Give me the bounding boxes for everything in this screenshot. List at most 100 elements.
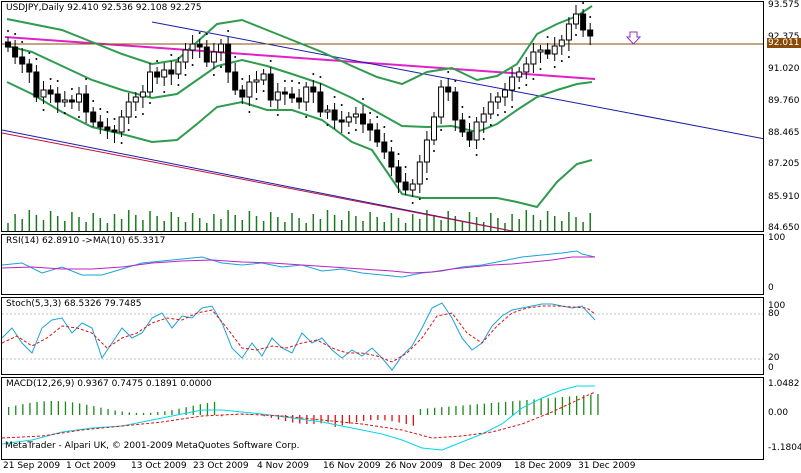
sar-dot <box>28 52 31 54</box>
sar-dot <box>170 54 173 56</box>
candle-body <box>33 71 40 98</box>
rsi-line <box>2 250 596 278</box>
candle-body <box>26 63 33 73</box>
sar-dot <box>347 132 350 134</box>
macd-hist-bar <box>561 397 564 415</box>
stoch-title: Stoch(5,3,3) 68.5326 79.7485 <box>6 299 142 309</box>
stoch-level: 100 <box>768 301 786 311</box>
macd-hist-bar <box>412 415 414 426</box>
sar-dot <box>362 98 364 100</box>
candle-body <box>68 99 75 103</box>
macd-pane[interactable]: MACD(12,26,9) 0.9367 0.7475 0.1891 0.000… <box>1 377 764 460</box>
price-chart-svg <box>2 2 764 232</box>
macd-hist-bar <box>114 410 116 415</box>
sar-dot <box>390 140 393 142</box>
sar-dot <box>482 138 485 140</box>
sar-dot <box>589 16 592 18</box>
candle-body <box>423 139 430 163</box>
candle-body <box>274 91 281 101</box>
rsi-pane[interactable]: RSI(14) 62.8910 ->MA(10) 65.3317 <box>1 234 764 295</box>
macd-hist-bar <box>568 396 571 415</box>
macd-hist-bar <box>320 415 322 424</box>
macd-hist-bar <box>533 399 535 415</box>
candle-body <box>147 71 153 93</box>
candle-body <box>537 49 544 53</box>
sar-dot <box>127 129 130 131</box>
macd-hist-bar <box>178 408 180 415</box>
candle-body <box>345 116 352 123</box>
macd-hist-bar <box>199 404 201 415</box>
stochastic-pane[interactable]: Stoch(5,3,3) 68.5326 79.7485 <box>1 297 764 375</box>
candle-body <box>225 43 232 73</box>
price-chart-pane[interactable]: USDJPY,Daily 92.410 92.536 92.108 92.275 <box>1 1 764 232</box>
candle-body <box>381 141 388 153</box>
trend-line-lower-red[interactable] <box>2 132 522 232</box>
macd-hist-bar <box>554 397 556 415</box>
macd-hist-bar <box>15 405 17 415</box>
candle-body <box>210 51 217 63</box>
sar-dot <box>305 116 308 118</box>
sar-dot <box>546 36 549 38</box>
trend-line-blue[interactable] <box>151 21 764 140</box>
macd-svg <box>2 385 599 451</box>
sar-dot <box>411 202 414 204</box>
macd-hist-bar <box>284 415 287 422</box>
candle-body <box>90 111 97 123</box>
macd-hist-bar <box>363 415 365 421</box>
candle-body <box>431 116 437 141</box>
rsi-level: 0 <box>768 283 774 293</box>
sar-dot <box>56 80 59 82</box>
candle-body <box>47 89 54 95</box>
copyright-text: MetaTrader - Alpari UK, © 2001-2009 Meta… <box>5 441 300 451</box>
macd-hist-bar <box>434 407 436 415</box>
sar-dot <box>404 166 407 168</box>
macd-hist-bar <box>377 415 379 421</box>
candle-body <box>452 91 459 121</box>
sar-dot <box>262 90 265 92</box>
sar-dot <box>241 78 244 80</box>
candle-body <box>118 116 125 133</box>
sar-dot <box>340 104 343 106</box>
sar-dot <box>42 109 45 111</box>
candle-body <box>573 13 579 25</box>
sar-dot <box>220 66 222 68</box>
macd-hist-bar <box>142 412 145 415</box>
sar-dot <box>553 66 556 68</box>
sar-dot <box>212 74 215 76</box>
macd-hist-bar <box>576 395 578 415</box>
sar-dot <box>518 87 521 89</box>
macd-hist-bar <box>86 404 88 415</box>
candle-body <box>409 183 416 191</box>
candle-body <box>395 166 402 183</box>
macd-hist-bar <box>185 407 187 415</box>
sar-dot <box>376 116 379 118</box>
parabolic-sar-dots <box>7 2 592 204</box>
macd-hist-bar <box>206 403 209 415</box>
candle-body <box>289 93 295 99</box>
sar-dot <box>575 34 577 36</box>
macd-hist-bar <box>8 407 10 415</box>
sar-dot <box>418 198 421 200</box>
down-arrow-marker[interactable] <box>625 31 642 45</box>
date-label: 8 Dec 2009 <box>450 461 502 471</box>
sar-dot <box>511 106 514 108</box>
bollinger-upper-band <box>6 5 593 86</box>
candle-body <box>402 181 409 191</box>
macd-hist-bar <box>263 415 265 417</box>
sar-dot <box>70 88 73 90</box>
candle-body <box>175 61 182 75</box>
macd-hist-bar <box>22 404 24 415</box>
macd-hist-bar <box>313 415 315 424</box>
sar-dot <box>475 154 478 156</box>
trend-line-lower-blue[interactable] <box>2 129 522 232</box>
candle-body <box>281 91 288 95</box>
macd-hist-bar <box>57 401 59 415</box>
sar-dot <box>63 112 66 114</box>
sar-dot <box>560 60 563 62</box>
candle-body <box>203 46 210 63</box>
sar-dot <box>532 78 535 80</box>
date-label: 18 Dec 2009 <box>514 461 572 471</box>
macd-hist-bar <box>490 403 493 415</box>
candle-body <box>182 49 189 63</box>
macd-hist-bar <box>334 415 336 427</box>
